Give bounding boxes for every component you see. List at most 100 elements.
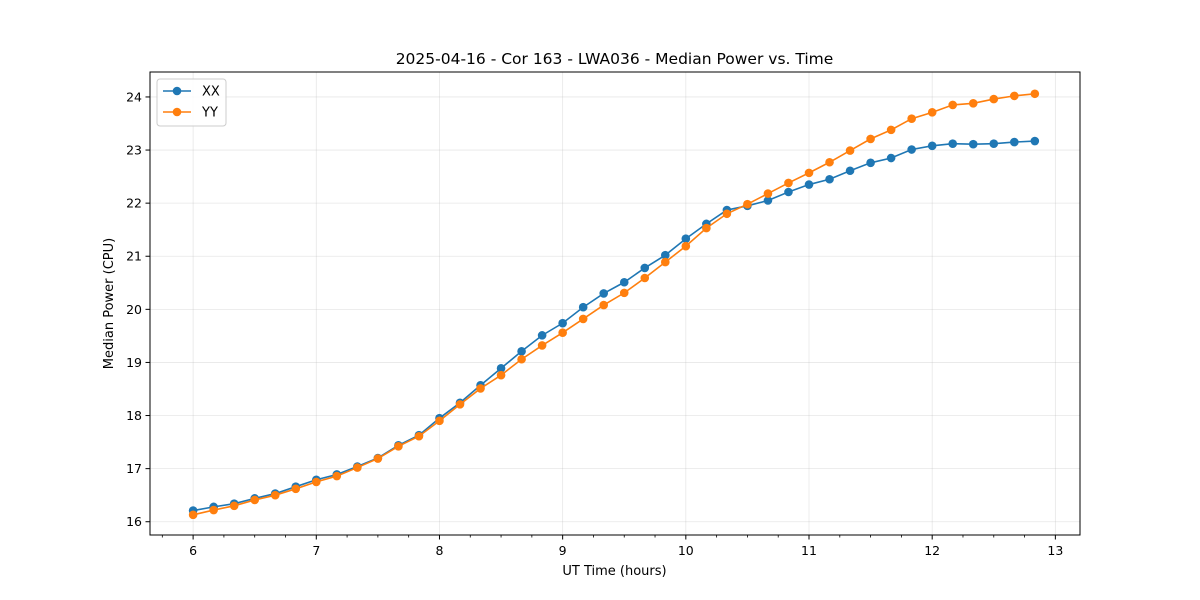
data-point: [599, 300, 608, 310]
data-point: [435, 416, 444, 426]
data-point: [886, 125, 896, 135]
data-point: [1030, 136, 1040, 146]
y-axis: 16 17 18 19 20 21 22 23 24: [126, 89, 150, 529]
y-tick-label: 20: [126, 302, 142, 317]
data-point: [989, 94, 999, 104]
data-point: [660, 250, 670, 260]
data-point: [332, 471, 342, 481]
data-point: [825, 157, 834, 167]
data-point: [558, 328, 567, 338]
data-point: [743, 199, 752, 209]
x-tick-label: 6: [189, 543, 197, 558]
data-point: [373, 454, 383, 463]
plot-frame: [149, 71, 1081, 536]
y-tick-label: 19: [126, 355, 142, 370]
data-point: [681, 234, 691, 244]
data-point: [229, 501, 239, 511]
data-point: [948, 100, 958, 110]
data-point: [907, 145, 916, 154]
series-yy: [188, 89, 1040, 520]
data-point: [291, 484, 301, 494]
data-point: [270, 490, 280, 500]
chart-title: 2025-04-16 - Cor 163 - LWA036 - Median P…: [396, 50, 834, 68]
y-tick-label: 16: [126, 514, 142, 529]
grid-lines: [150, 72, 1080, 535]
legend-entry-xx: XX: [163, 85, 220, 100]
data-point: [784, 178, 793, 188]
data-point: [722, 209, 732, 219]
data-point: [784, 187, 793, 197]
y-tick-label: 24: [126, 89, 142, 104]
data-point: [640, 263, 650, 273]
data-point: [886, 153, 896, 163]
data-point: [866, 134, 875, 144]
data-point: [455, 400, 465, 409]
data-point: [989, 139, 999, 148]
data-point: [537, 331, 547, 340]
legend: XX YY: [156, 78, 227, 127]
data-point: [927, 141, 937, 151]
x-tick-label: 11: [801, 543, 817, 558]
legend-label: XX: [202, 85, 220, 100]
data-point: [1010, 91, 1019, 101]
y-tick-label: 23: [126, 143, 142, 158]
data-point: [968, 139, 978, 149]
data-point: [763, 196, 773, 205]
data-point: [640, 273, 650, 283]
data-point: [619, 288, 629, 298]
data-point: [968, 99, 978, 108]
data-point: [250, 495, 259, 505]
x-tick-label: 7: [312, 543, 320, 558]
legend-marker: [172, 86, 182, 96]
x-tick-label: 12: [924, 543, 940, 558]
data-point: [517, 346, 526, 356]
data-point: [394, 442, 403, 451]
data-point: [599, 289, 608, 298]
series-line: [192, 92, 1035, 516]
y-tick-label: 21: [126, 249, 142, 264]
data-point: [1030, 89, 1040, 99]
legend-marker: [172, 107, 182, 117]
data-point: [558, 318, 567, 328]
data-point: [907, 114, 916, 124]
data-point: [414, 431, 424, 441]
data-point: [188, 510, 198, 520]
x-tick-label: 8: [435, 543, 443, 558]
data-point: [1010, 137, 1019, 147]
data-point: [763, 189, 773, 198]
data-point: [845, 146, 855, 155]
data-point: [845, 166, 855, 176]
x-axis: 6 7 8 9 10 11 12 13: [161, 535, 1063, 558]
data-point: [927, 108, 937, 117]
data-point: [209, 505, 218, 515]
y-tick-label: 22: [126, 196, 142, 211]
data-point: [948, 139, 958, 148]
y-axis-label: Median Power (CPU): [102, 238, 117, 369]
data-point: [578, 314, 588, 324]
data-point: [866, 158, 875, 168]
data-point: [496, 363, 506, 373]
data-point: [517, 354, 526, 364]
legend-entry-yy: YY: [163, 106, 218, 121]
data-point: [681, 241, 691, 251]
x-tick-label: 9: [559, 543, 567, 558]
x-tick-label: 13: [1047, 543, 1063, 558]
y-tick-label: 18: [126, 408, 142, 423]
data-point: [660, 257, 670, 267]
data-point: [496, 370, 506, 380]
y-tick-label: 17: [126, 461, 142, 476]
legend-label: YY: [201, 106, 218, 121]
series-layer: [188, 89, 1040, 520]
x-tick-label: 10: [678, 543, 694, 558]
data-point: [825, 174, 834, 184]
x-axis-label: UT Time (hours): [562, 564, 666, 579]
data-point: [578, 302, 588, 312]
data-point: [353, 463, 362, 472]
data-point: [804, 168, 814, 178]
data-point: [804, 180, 814, 189]
series-line: [192, 140, 1035, 512]
data-point: [311, 477, 321, 487]
data-point: [619, 277, 629, 287]
data-point: [537, 341, 547, 350]
